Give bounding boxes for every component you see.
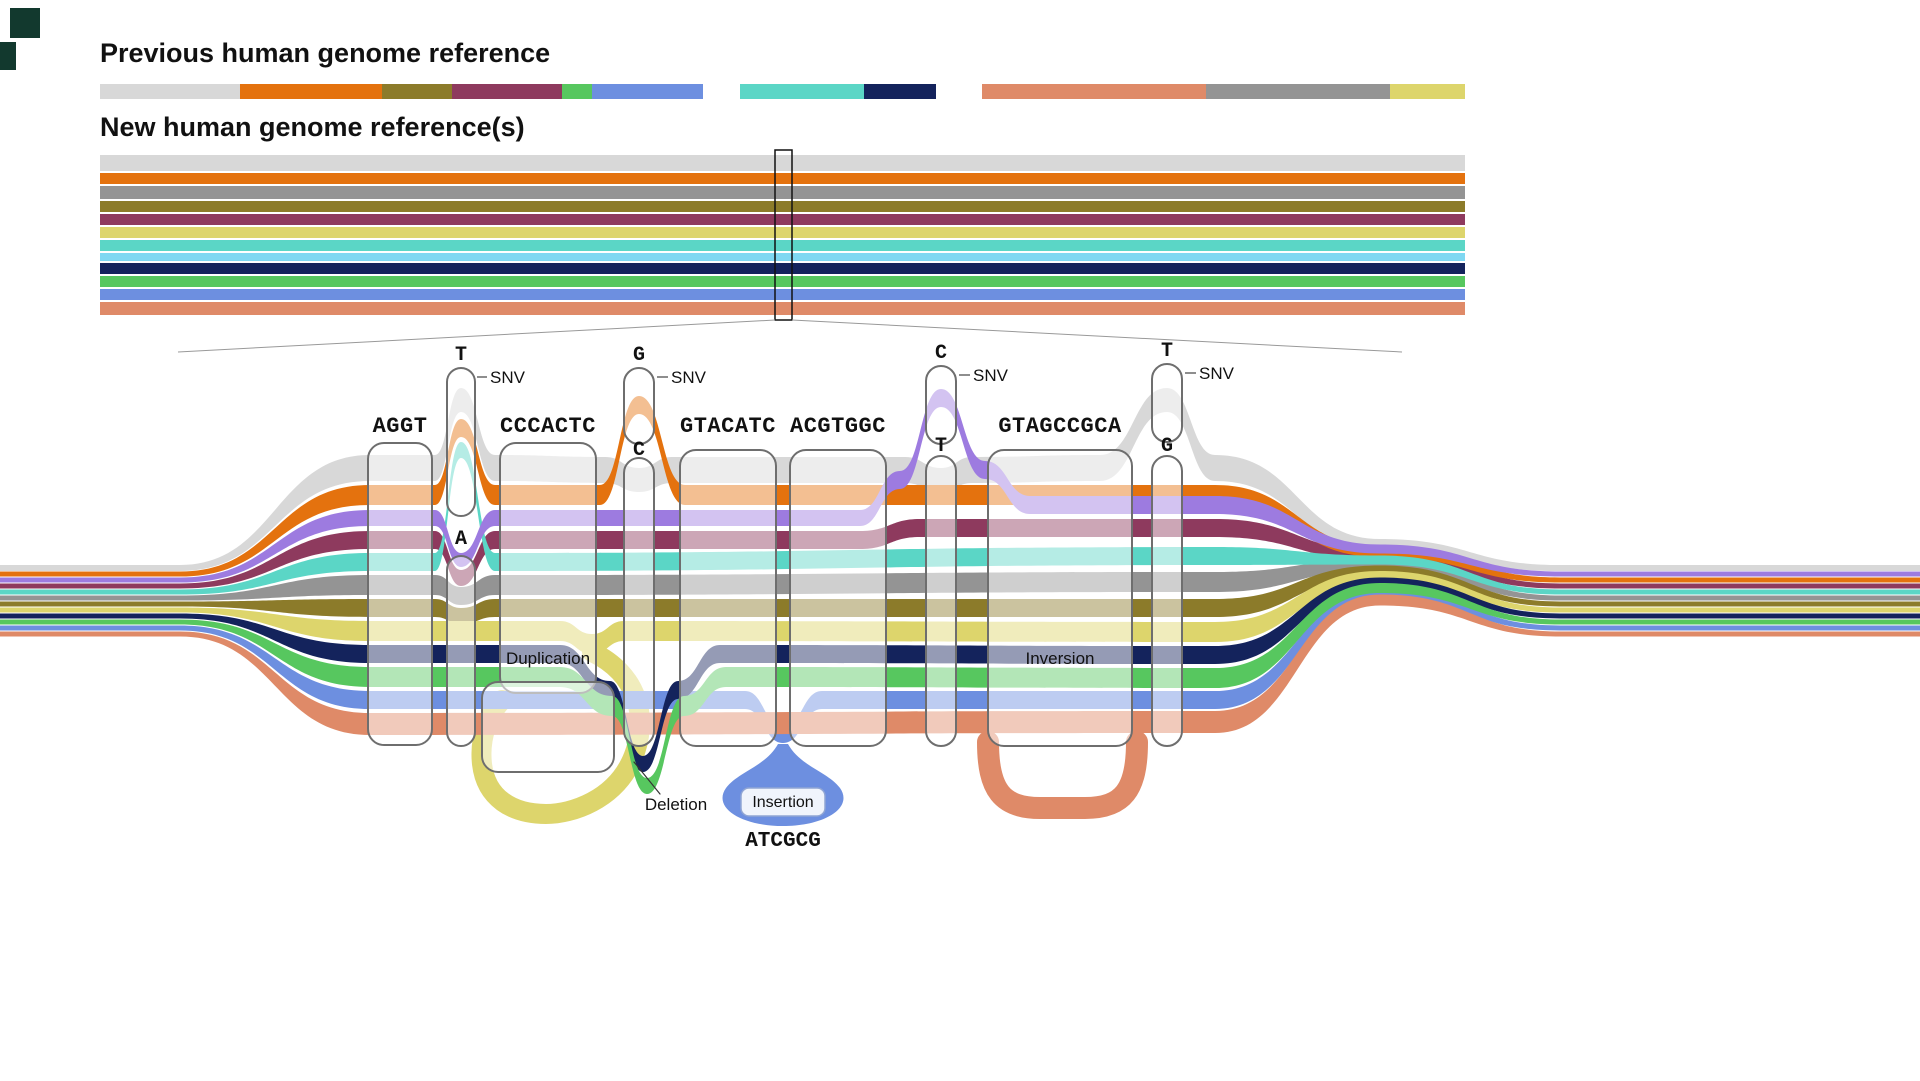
zoom-region — [177, 149, 1403, 353]
previous-bar-segment-orange — [240, 84, 382, 99]
previous-bar-segment-salmon — [982, 84, 1206, 99]
reference-strand-navy — [100, 263, 1465, 274]
reference-strand-olive — [100, 201, 1465, 212]
reference-strand-orange — [100, 173, 1465, 184]
ribbon-lightgray — [0, 388, 1920, 571]
snv2-ref-base: C — [633, 439, 645, 462]
node-duplication — [481, 681, 615, 773]
ribbon-turquoise — [0, 442, 1920, 595]
previous-bar-segment-lightgray — [100, 84, 240, 99]
reference-strand-cyan — [100, 253, 1465, 261]
reference-strand-gray — [100, 186, 1465, 199]
logo-chip — [10, 8, 40, 38]
node-GTACATC — [679, 449, 777, 747]
node-GTAGCCGCA — [987, 449, 1133, 747]
deletion-pointer — [633, 761, 661, 795]
insertion-label: Insertion — [752, 794, 813, 811]
snv2-tag: SNV — [671, 368, 707, 387]
previous-bar-segment-olive — [382, 84, 452, 99]
snv2-alt-bubble — [623, 367, 655, 445]
snv4-alt-base: T — [1161, 340, 1173, 363]
previous-bar-segment-gray — [1206, 84, 1390, 99]
deletion-label: Deletion — [645, 795, 707, 814]
graph-nodes — [367, 363, 1183, 773]
snv1-alt-base: T — [455, 344, 467, 367]
reference-strand-khaki — [100, 227, 1465, 238]
graph-labels: AGGT CCCACTC GTACATC ACGTGGC GTAGCCGCA T… — [373, 340, 1235, 853]
zoom-connector-right — [791, 319, 1403, 353]
previous-bar-segment-royal — [592, 84, 703, 99]
snv4-ref-base: G — [1161, 435, 1173, 458]
snv4-tag: SNV — [1199, 364, 1235, 383]
reference-strand-turquoise — [100, 240, 1465, 251]
inversion-loop — [977, 731, 1148, 819]
snv4-alt-bubble — [1151, 363, 1183, 443]
reference-strand-salmon — [100, 302, 1465, 315]
ribbon-khaki — [0, 571, 1920, 654]
ribbon-royal — [0, 589, 1920, 743]
previous-reference-title: Previous human genome reference — [100, 38, 550, 68]
zoom-connector-left — [177, 319, 776, 353]
snv3-alt-bubble — [925, 365, 957, 445]
reference-strand-maroon — [100, 214, 1465, 225]
duplication-label: Duplication — [506, 649, 590, 668]
node-ACGTGGC — [789, 449, 887, 747]
previous-bar-segment-turquoise — [740, 84, 864, 99]
node-label-GTAGCCGCA: GTAGCCGCA — [998, 414, 1122, 439]
logo-chips — [0, 8, 40, 70]
node-label-GTACATC: GTACATC — [680, 414, 776, 439]
reference-strand-green — [100, 276, 1465, 287]
ribbon-maroon — [0, 519, 1920, 589]
snv2-alt-base: G — [633, 344, 645, 367]
node-label-CCCACTC: CCCACTC — [500, 414, 596, 439]
snv2-ref-bubble — [623, 457, 655, 747]
snv1-alt-bubble — [446, 367, 476, 517]
node-label-AGGT: AGGT — [373, 414, 428, 439]
new-reference-title: New human genome reference(s) — [100, 112, 525, 142]
reference-strand-lightgray — [100, 155, 1465, 171]
snv1-ref-bubble — [446, 555, 476, 747]
insertion-sequence: ATCGCG — [745, 830, 821, 853]
previous-bar-segment-navy — [864, 84, 936, 99]
snv1-tag: SNV — [490, 368, 526, 387]
snv1-ref-base: A — [455, 528, 467, 551]
logo-chip — [0, 42, 16, 70]
snv3-tag: SNV — [973, 366, 1009, 385]
previous-bar-segment-green — [562, 84, 592, 99]
snv3-ref-base: T — [935, 435, 947, 458]
inversion-label: Inversion — [1026, 649, 1095, 668]
zoom-box — [774, 149, 793, 321]
haplotype-ribbons — [0, 388, 1920, 826]
previous-bar-segment-khaki — [1390, 84, 1465, 99]
reference-strand-royal — [100, 289, 1465, 300]
new-reference-strands — [100, 155, 1465, 315]
snv3-ref-bubble — [925, 455, 957, 747]
snv3-alt-base: C — [935, 342, 947, 365]
insertion-label-box — [740, 787, 826, 817]
previous-reference-bar — [100, 84, 1465, 99]
snv4-ref-bubble — [1151, 455, 1183, 747]
node-label-ACGTGGC: ACGTGGC — [790, 414, 886, 439]
ribbon-purple — [0, 389, 1920, 583]
previous-bar-segment-maroon — [452, 84, 562, 99]
node-AGGT — [367, 442, 433, 746]
ribbon-orange — [0, 396, 1920, 583]
